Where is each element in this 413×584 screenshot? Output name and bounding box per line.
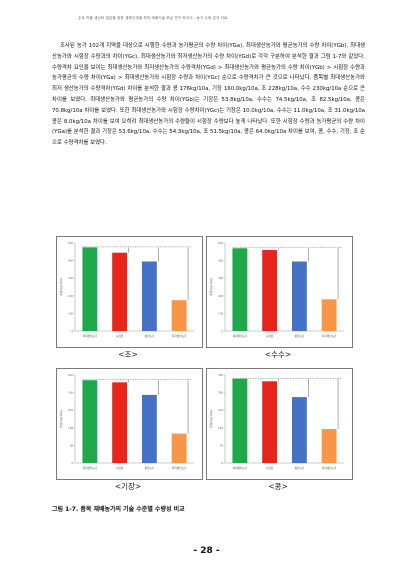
bar-4 [171, 300, 187, 331]
bar-1 [232, 378, 248, 463]
y-tick-label: 200 [68, 294, 73, 298]
bar-chart-gijang: 수량(kg/10a) 0 84 168 252 336 420 최대생산농가 시험장 평균농가 최저… [58, 373, 194, 470]
y-tick-label: 100 [68, 311, 73, 315]
x-tick-label: 평균농가 [145, 334, 155, 338]
y-tick-label: 0 [221, 329, 223, 333]
chart-frame-susu: 수량(kg/10a) 0 100 200 300 400 500 최대생산농가 시험장 평균농가 최… [206, 236, 353, 348]
body-text: 조사된 농가 102개 지역을 대상으로 시행한 수량과 농가평균의 수량 차이… [52, 43, 365, 147]
y-tick-label: 70 [220, 443, 224, 447]
chart-label-gijang: <기장> [98, 481, 158, 492]
chart-label-text: <콩> [268, 482, 288, 491]
bar-chart-kong: 수량(kg/10a) 0 70 140 210 280 350 최대생산농가 시험장 평균농가 최저… [208, 373, 344, 470]
x-tick-label: 최대생산농가 [233, 334, 248, 338]
x-tick-label: 시험장 [116, 466, 124, 470]
chart-label-text: <기장> [114, 482, 142, 491]
x-tick-label: 최저생산농가 [322, 334, 337, 338]
chart-label-text: <조> [118, 350, 138, 359]
x-tick-label: 평균농가 [295, 466, 305, 470]
y-tick-label: 0 [71, 329, 73, 333]
x-tick-label: 최대생산농가 [233, 466, 248, 470]
y-tick-label: 400 [218, 259, 223, 263]
bar-4 [171, 433, 187, 463]
y-tick-label: 336 [68, 391, 73, 395]
x-tick-label: 최저생산농가 [172, 466, 187, 470]
x-tick-label: 최대생산농가 [83, 466, 98, 470]
chart-label-kong: <콩> [248, 481, 308, 492]
chart-label-text: <수수> [264, 350, 292, 359]
y-tick-label: 210 [218, 408, 223, 412]
y-tick-label: 400 [68, 259, 73, 263]
chart-frame-kong: 수량(kg/10a) 0 70 140 210 280 350 최대생산농가 시험장 평균농가 최저… [206, 368, 353, 480]
y-tick-label: 300 [218, 276, 223, 280]
y-tick-label: 252 [68, 408, 73, 412]
x-tick-label: 평균농가 [145, 466, 155, 470]
figure-caption: 그림 1-7. 품목 재배농가의 기술 수준별 수량성 비교 [52, 506, 185, 513]
page-number: - 28 - [193, 546, 220, 556]
bar-4 [321, 299, 337, 331]
y-axis-label: 수량(kg/10a) [208, 278, 213, 296]
y-axis-label: 수량(kg/10a) [208, 410, 213, 428]
chart-frame-jo: 수량(kg/10a) 0 100 200 300 400 500 최대생산농가 시험장 평균농가 최… [56, 236, 203, 348]
chart-label-susu: <수수> [248, 349, 308, 360]
y-axis-label: 수량(kg/10a) [58, 410, 63, 428]
bar-3 [141, 261, 157, 331]
y-tick-label: 350 [218, 373, 223, 377]
y-tick-label: 300 [68, 276, 73, 280]
x-tick-label: 시험장 [116, 334, 124, 338]
bar-1 [82, 247, 98, 331]
x-tick-label: 최대생산농가 [83, 334, 98, 338]
bar-1 [82, 380, 98, 463]
y-tick-label: 0 [71, 461, 73, 465]
bar-2 [112, 382, 128, 463]
bar-2 [262, 250, 278, 331]
x-tick-label: 최저생산농가 [322, 466, 337, 470]
x-tick-label: 최저생산농가 [172, 334, 187, 338]
y-tick-label: 500 [68, 241, 73, 245]
y-tick-label: 84 [70, 443, 74, 447]
running-header: 주요 작물 생산비 절감을 위한 생육단계별 최적 재배기술 보급 연구 보고서… [78, 16, 228, 20]
x-tick-label: 평균농가 [295, 334, 305, 338]
bar-4 [321, 429, 337, 463]
bar-3 [291, 397, 307, 463]
y-axis-label: 수량(kg/10a) [58, 278, 63, 296]
y-tick-label: 200 [218, 294, 223, 298]
y-tick-label: 0 [221, 461, 223, 465]
bar-chart-jo: 수량(kg/10a) 0 100 200 300 400 500 최대생산농가 시험장 평균농가 최… [58, 241, 194, 338]
y-tick-label: 420 [68, 373, 73, 377]
x-tick-label: 시험장 [266, 466, 274, 470]
y-tick-label: 140 [218, 426, 223, 430]
body-paragraph: 조사된 농가 102개 지역을 대상으로 시행한 수량과 농가평균의 수량 차이… [52, 41, 365, 149]
bar-1 [232, 248, 248, 331]
bar-2 [262, 381, 278, 463]
y-tick-label: 280 [218, 391, 223, 395]
chart-frame-gijang: 수량(kg/10a) 0 84 168 252 336 420 최대생산농가 시험장 평균농가 최저… [56, 368, 203, 480]
bar-3 [141, 394, 157, 463]
y-tick-label: 100 [218, 311, 223, 315]
y-tick-label: 500 [218, 241, 223, 245]
bar-chart-susu: 수량(kg/10a) 0 100 200 300 400 500 최대생산농가 시험장 평균농가 최… [208, 241, 344, 338]
chart-label-jo: <조> [98, 349, 158, 360]
bar-3 [291, 261, 307, 331]
bar-2 [112, 252, 128, 331]
y-tick-label: 168 [68, 426, 73, 430]
x-tick-label: 시험장 [266, 334, 274, 338]
